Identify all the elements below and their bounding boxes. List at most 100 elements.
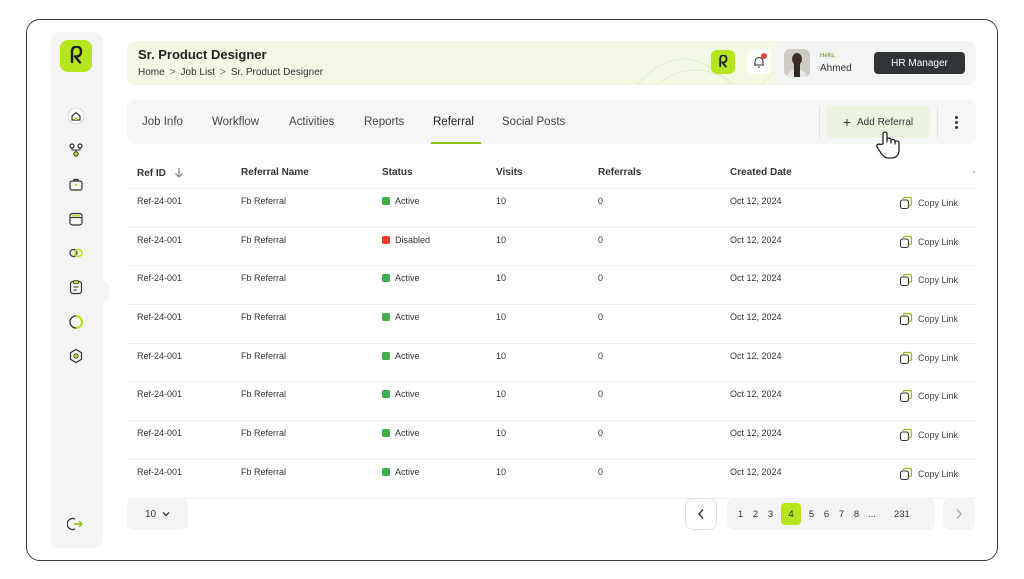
status-dot	[382, 197, 390, 205]
add-referral-label: Add Referral	[857, 116, 914, 128]
table-row[interactable]: Ref-24-001 Fb Referral Disabled 10 0 Oct 12, …	[127, 228, 976, 267]
page-title: Sr. Product Designer	[138, 47, 267, 62]
page-button[interactable]: 3	[767, 508, 774, 520]
cell-status: Disabled	[382, 235, 430, 245]
notifications-button[interactable]	[747, 50, 771, 74]
role-button[interactable]: HR Manager	[874, 52, 965, 74]
status-label: Active	[395, 428, 420, 439]
cell-status: Active	[382, 351, 420, 361]
copy-link-button[interactable]: Copy Link	[899, 235, 958, 249]
status-label: Active	[395, 273, 420, 284]
logout-icon[interactable]	[66, 514, 86, 534]
clipboard-icon[interactable]	[66, 277, 86, 297]
page-button[interactable]: 5	[808, 508, 815, 520]
more-options-icon[interactable]	[949, 112, 963, 132]
cell-created-date: Oct 12, 2024	[730, 234, 782, 245]
sidebar	[51, 32, 103, 548]
copy-icon	[899, 351, 913, 364]
breadcrumb-current: Sr. Product Designer	[230, 67, 324, 78]
cell-referral-name: Fb Referral	[241, 428, 287, 439]
breadcrumb-job-list[interactable]: Job List	[180, 67, 215, 78]
link-icon[interactable]	[66, 243, 86, 263]
copy-link-button[interactable]: Copy Link	[899, 428, 958, 442]
home-icon[interactable]	[66, 106, 86, 126]
cell-ref-id: Ref-24-001	[137, 466, 183, 477]
copy-link-label: Copy Link	[918, 391, 959, 402]
page-button[interactable]: 8	[853, 508, 860, 520]
status-dot	[382, 390, 390, 399]
rows-per-page-value: 10	[144, 508, 157, 520]
cell-status: Active	[382, 389, 420, 399]
tab-referral[interactable]: Referral	[433, 116, 474, 128]
tab-social-posts[interactable]: Social Posts	[502, 116, 566, 128]
status-dot	[382, 274, 390, 283]
tab-activities[interactable]: Activities	[289, 116, 335, 128]
page-button[interactable]: 2	[752, 508, 759, 520]
page-button[interactable]: 231	[893, 508, 910, 520]
cell-referral-name: Fb Referral	[241, 196, 287, 206]
page-button[interactable]: 7	[838, 508, 845, 520]
col-visits: Visits	[496, 167, 523, 178]
breadcrumb: Home > Job List > Sr. Product Designer	[138, 67, 323, 78]
col-referrals: Referrals	[598, 167, 642, 178]
col-ref-id[interactable]: Ref ID	[137, 167, 184, 179]
calendar-icon[interactable]	[66, 209, 86, 229]
sidebar-collapse-handle[interactable]	[101, 280, 109, 302]
table-row[interactable]: Ref-24-001 Fb Referral Active 10 0 Oct 12, 20…	[127, 305, 976, 344]
copy-link-button[interactable]: Copy Link	[899, 389, 958, 403]
cell-referral-name: Fb Referral	[241, 350, 287, 361]
app-logo[interactable]	[60, 40, 92, 72]
briefcase-icon[interactable]	[66, 174, 86, 194]
copy-link-button[interactable]: Copy Link	[899, 273, 958, 287]
cell-status: Active	[382, 196, 420, 206]
copy-icon	[899, 196, 913, 210]
status-dot	[382, 235, 390, 244]
add-referral-button[interactable]: + Add Referral	[826, 106, 930, 138]
copy-link-button[interactable]: Copy Link	[899, 196, 958, 210]
tab-workflow[interactable]: Workflow	[212, 116, 260, 128]
copy-link-label: Copy Link	[918, 314, 959, 325]
cell-ref-id: Ref-24-001	[137, 273, 183, 284]
copy-link-button[interactable]: Copy Link	[899, 312, 958, 326]
next-page-button[interactable]	[943, 498, 975, 530]
table-row[interactable]: Ref-24-001 Fb Referral Active 10 0 Oct 12, 20…	[127, 344, 976, 383]
table-row[interactable]: Ref-24-001 Fb Referral Active 10 0 Oct 12, 20…	[127, 421, 976, 460]
tab-job-info[interactable]: Job Info	[142, 116, 183, 128]
chevron-left-icon	[698, 509, 704, 519]
page-button[interactable]: 1	[737, 508, 744, 520]
table-row[interactable]: Ref-24-001 Fb Referral Active 10 0 Oct 12, 20…	[127, 266, 976, 306]
cell-referrals: 0	[598, 350, 604, 361]
app-window: Sr. Product Designer Home > Job List > S…	[26, 19, 998, 561]
table-row[interactable]: Ref-24-001 Fb Referral Active 10 0 Oct 12, 20…	[127, 460, 976, 499]
prev-page-button[interactable]	[685, 498, 717, 530]
avatar[interactable]	[784, 49, 810, 77]
breadcrumb-separator: >	[169, 67, 176, 78]
greeting-text: Hello,	[820, 53, 836, 59]
sort-down-icon[interactable]	[174, 167, 184, 179]
table-row[interactable]: Ref-24-001 Fb Referral Active 10 0 Oct 12, 20…	[127, 382, 976, 422]
cell-created-date: Oct 12, 2024	[730, 196, 782, 206]
breadcrumb-home[interactable]: Home	[138, 67, 165, 78]
rows-per-page-select[interactable]: 10	[127, 498, 188, 530]
col-created-date: Created Date	[730, 167, 792, 178]
cell-created-date: Oct 12, 2024	[730, 350, 782, 361]
cell-visits: 10	[496, 234, 507, 245]
page-button[interactable]: 6	[823, 508, 830, 520]
tab-reports[interactable]: Reports	[364, 116, 405, 128]
brand-button[interactable]	[711, 50, 735, 74]
table-row[interactable]: Ref-24-001 Fb Referral Active 10 0 Oct 12, 20…	[127, 189, 976, 228]
divider	[937, 106, 938, 138]
copy-link-button[interactable]: Copy Link	[899, 467, 958, 481]
org-chart-icon[interactable]	[66, 140, 86, 160]
cell-status: Active	[382, 467, 420, 477]
settings-hexagon-icon[interactable]	[66, 346, 86, 366]
copy-link-button[interactable]: Copy Link	[899, 351, 958, 365]
progress-ring-icon[interactable]	[66, 312, 86, 332]
cell-visits: 10	[496, 350, 507, 361]
pagination: 1 2 3 4 5 6 7 8... 231	[727, 498, 935, 530]
cell-referral-name: Fb Referral	[241, 273, 287, 284]
cell-visits: 10	[496, 466, 507, 477]
page-button[interactable]: 4	[781, 503, 801, 525]
copy-link-label: Copy Link	[918, 198, 959, 208]
active-tab-indicator	[431, 142, 481, 144]
